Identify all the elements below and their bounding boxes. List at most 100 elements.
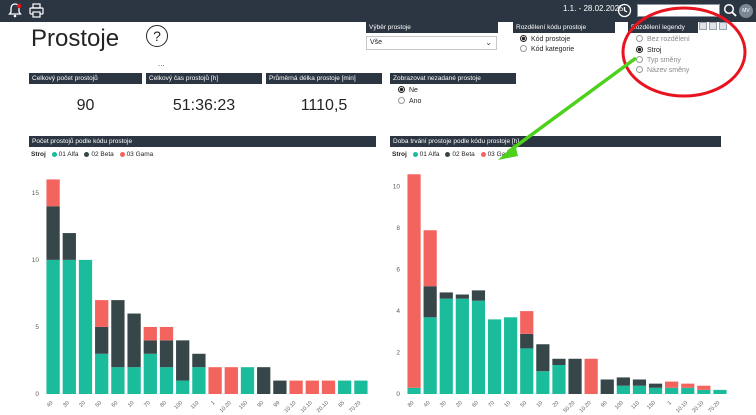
bar-segment-03-gama[interactable] [520,311,534,334]
bar-segment-03-gama[interactable] [46,179,60,207]
bar-segment-01-alfa[interactable] [632,385,647,394]
bar-segment-03-gama[interactable] [665,381,679,388]
bar-segment-03-gama[interactable] [305,380,319,394]
bar-segment-01-alfa[interactable] [176,380,190,394]
bar-segment-01-alfa[interactable] [697,389,711,394]
bar-segment-01-alfa[interactable] [423,317,437,394]
bar-segment-02-beta[interactable] [552,358,566,365]
focus-mode-icon[interactable] [709,22,717,30]
more-options-icon[interactable] [719,22,727,30]
bar-segment-01-alfa[interactable] [159,367,174,394]
bar-segment-01-alfa[interactable] [713,389,727,394]
radio-selected-icon[interactable] [398,85,405,93]
bar-segment-03-gama[interactable] [159,326,174,341]
bar-segment-01-alfa[interactable] [354,380,368,394]
chart1-plot[interactable]: 0 5 10 15 40 30 20 50 60 10 70 80 100 110 1 10.20 150 90 9… [29,160,374,415]
bar-segment-01-alfa[interactable] [143,353,157,394]
bar-segment-02-beta[interactable] [536,344,550,372]
bar-segment-01-alfa[interactable] [520,348,534,394]
bar-segment-02-beta[interactable] [568,358,582,394]
bar-segment-01-alfa[interactable] [127,367,141,394]
downtime-select[interactable]: Vše ⌄ [366,36,497,50]
search-icon[interactable] [723,3,737,23]
print-icon[interactable] [29,3,44,23]
bar-segment-01-alfa[interactable] [439,298,453,394]
bar-segment-01-alfa[interactable] [111,367,125,394]
bar-segment-03-gama[interactable] [321,380,336,394]
bar-segment-01-alfa[interactable] [338,380,352,394]
radio-kod-kategorie[interactable]: Kód kategorie [520,44,574,54]
bar-segment-03-gama[interactable] [95,300,109,327]
bar-segment-02-beta[interactable] [62,233,76,260]
radio-typ-smeny[interactable]: Typ směny [636,55,681,65]
bar-segment-01-alfa[interactable] [240,367,255,394]
bar-segment-03-gama[interactable] [584,358,598,394]
bar-segment-01-alfa[interactable] [192,367,206,394]
bar-segment-01-alfa[interactable] [616,385,630,394]
radio-unselected-icon[interactable] [520,44,527,52]
clock-icon[interactable] [617,3,632,23]
radio-kod-prostoje[interactable]: Kód prostoje [520,34,570,44]
bar-segment-03-gama[interactable] [224,367,238,394]
bar-segment-03-gama[interactable] [697,385,711,390]
radio-selected-icon[interactable] [520,34,527,42]
radio-unselected-icon[interactable] [636,65,643,73]
user-avatar[interactable]: MV [739,4,753,18]
bar-segment-01-alfa[interactable] [648,387,663,394]
radio-nezadane-ano[interactable]: Ano [398,96,421,106]
bar-segment-01-alfa[interactable] [504,317,518,394]
bar-segment-02-beta[interactable] [632,379,647,386]
bar-segment-01-alfa[interactable] [536,371,550,394]
radio-unselected-icon[interactable] [636,34,643,42]
bar-segment-02-beta[interactable] [95,326,109,354]
bar-segment-02-beta[interactable] [257,367,271,394]
bar-segment-03-gama[interactable] [143,326,157,341]
bar-segment-03-gama[interactable] [681,383,695,388]
bar-segment-02-beta[interactable] [600,379,614,394]
radio-unselected-icon[interactable] [636,55,643,63]
bar-segment-02-beta[interactable] [111,300,125,368]
bar-segment-02-beta[interactable] [176,340,190,381]
radio-nazev-smeny[interactable]: Název směny [636,65,689,75]
bar-segment-01-alfa[interactable] [46,259,60,394]
chevron-down-icon[interactable]: ⌄ [485,38,492,47]
notification-bell-icon[interactable] [8,3,22,23]
bar-segment-02-beta[interactable] [46,206,60,260]
bar-segment-02-beta[interactable] [520,333,534,349]
bar-segment-03-gama[interactable] [289,380,303,394]
bar-segment-01-alfa[interactable] [407,387,421,394]
bar-segment-01-alfa[interactable] [455,298,469,394]
radio-unselected-icon[interactable] [398,96,405,104]
bar-segment-02-beta[interactable] [273,380,287,394]
bar-segment-01-alfa[interactable] [95,353,109,394]
filter-icon[interactable] [699,22,707,30]
bar-segment-02-beta[interactable] [192,353,206,368]
help-icon[interactable]: ? [146,25,168,47]
bar-segment-01-alfa[interactable] [487,319,502,394]
radio-nezadane-ne[interactable]: Ne [398,85,418,95]
radio-selected-icon[interactable] [636,45,643,53]
bar-segment-01-alfa[interactable] [471,300,486,394]
bar-segment-02-beta[interactable] [159,340,174,368]
bar-segment-01-alfa[interactable] [665,387,679,394]
bar-segment-03-gama[interactable] [423,230,437,287]
bar-segment-02-beta[interactable] [648,383,663,388]
bar-segment-01-alfa[interactable] [552,364,566,394]
bar-segment-01-alfa[interactable] [681,387,695,394]
bar-segment-02-beta[interactable] [455,294,469,299]
bar-segment-02-beta[interactable] [439,292,453,299]
bar-segment-02-beta[interactable] [143,340,157,354]
bar-segment-01-alfa[interactable] [62,259,76,394]
bar-segment-02-beta[interactable] [423,286,437,318]
bar-segment-01-alfa[interactable] [78,259,93,394]
bar-segment-02-beta[interactable] [127,313,141,368]
bar-segment-03-gama[interactable] [407,174,421,388]
search-input[interactable] [637,4,720,17]
bar-segment-02-beta[interactable] [616,377,630,386]
bar-segment-02-beta[interactable] [471,290,486,301]
radio-stroj[interactable]: Stroj [636,45,661,55]
more-options-dots[interactable]: ... [158,59,165,68]
bar-segment-03-gama[interactable] [208,367,222,394]
radio-bez-rozdeleni[interactable]: Bez rozdělení [636,34,690,44]
